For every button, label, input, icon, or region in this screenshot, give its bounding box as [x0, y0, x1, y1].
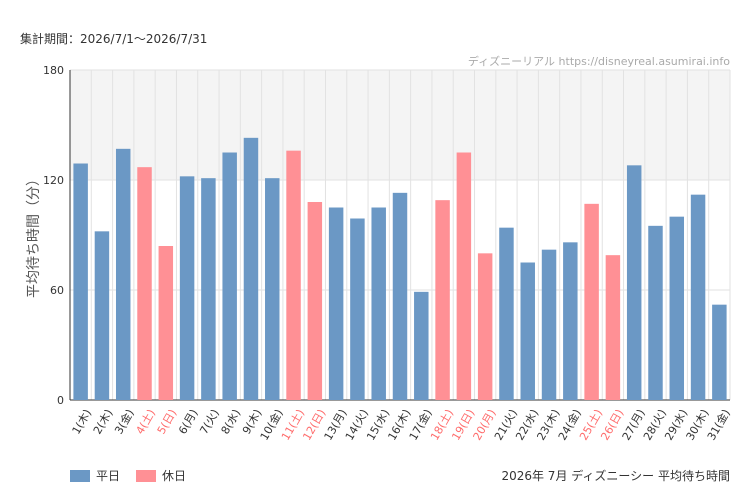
legend: 平日 休日 — [70, 467, 186, 484]
legend-swatch-holiday — [136, 469, 157, 482]
x-tick-label: 6(月) — [176, 407, 201, 437]
bar — [626, 165, 642, 400]
y-tick-label: 120 — [43, 174, 64, 187]
bar — [456, 152, 472, 400]
bar — [158, 246, 174, 400]
bar — [435, 200, 450, 400]
bar — [499, 227, 514, 400]
bar — [94, 231, 110, 400]
bar — [669, 216, 685, 400]
bar — [328, 207, 344, 400]
y-tick-label: 0 — [57, 394, 64, 407]
bar — [371, 207, 386, 400]
y-axis-label: 平均待ち時間（分） — [26, 172, 42, 298]
legend-label-holiday: 休日 — [162, 469, 187, 483]
x-tick-label: 2(木) — [91, 407, 116, 437]
bar — [690, 194, 706, 400]
bar — [541, 249, 557, 400]
bar — [563, 242, 578, 400]
y-tick-label: 60 — [50, 284, 64, 297]
bar — [477, 253, 493, 400]
bar — [307, 202, 323, 400]
bar — [584, 203, 599, 400]
bar — [115, 148, 131, 400]
footer-title: 2026年 7月 ディズニーシー 平均待ち時間 — [501, 469, 730, 483]
bar — [392, 192, 408, 400]
x-tick-label: 1(木) — [70, 407, 95, 437]
bar — [243, 137, 259, 401]
x-tick-label: 5(日) — [155, 407, 180, 437]
bar — [201, 178, 216, 400]
bar — [712, 304, 727, 400]
legend-swatch-weekday — [70, 469, 90, 482]
bar — [137, 167, 152, 400]
x-tick-label: 8(水) — [219, 407, 244, 437]
bar — [222, 152, 237, 400]
x-tick-label: 4(土) — [133, 407, 158, 437]
upper-band — [70, 70, 730, 180]
period-text: 集計期間：2026/7/1〜2026/7/31 — [20, 32, 208, 46]
bar — [265, 178, 280, 400]
bar — [286, 150, 301, 400]
bar — [648, 225, 663, 400]
y-tick-label: 180 — [43, 64, 64, 77]
legend-label-weekday: 平日 — [96, 469, 121, 483]
watermark-text: ディズニーリアル https://disneyreal.asumirai.inf… — [467, 55, 730, 68]
bar — [520, 262, 535, 400]
x-tick-label: 7(火) — [197, 407, 222, 437]
bar — [350, 218, 365, 400]
bar — [605, 255, 621, 400]
x-tick-label: 3(金) — [111, 407, 136, 437]
legend-item-holiday[interactable]: 休日 — [136, 467, 186, 484]
legend-item-weekday[interactable]: 平日 — [70, 467, 120, 484]
bar — [73, 163, 88, 400]
bar — [179, 176, 195, 400]
bar — [414, 291, 429, 400]
